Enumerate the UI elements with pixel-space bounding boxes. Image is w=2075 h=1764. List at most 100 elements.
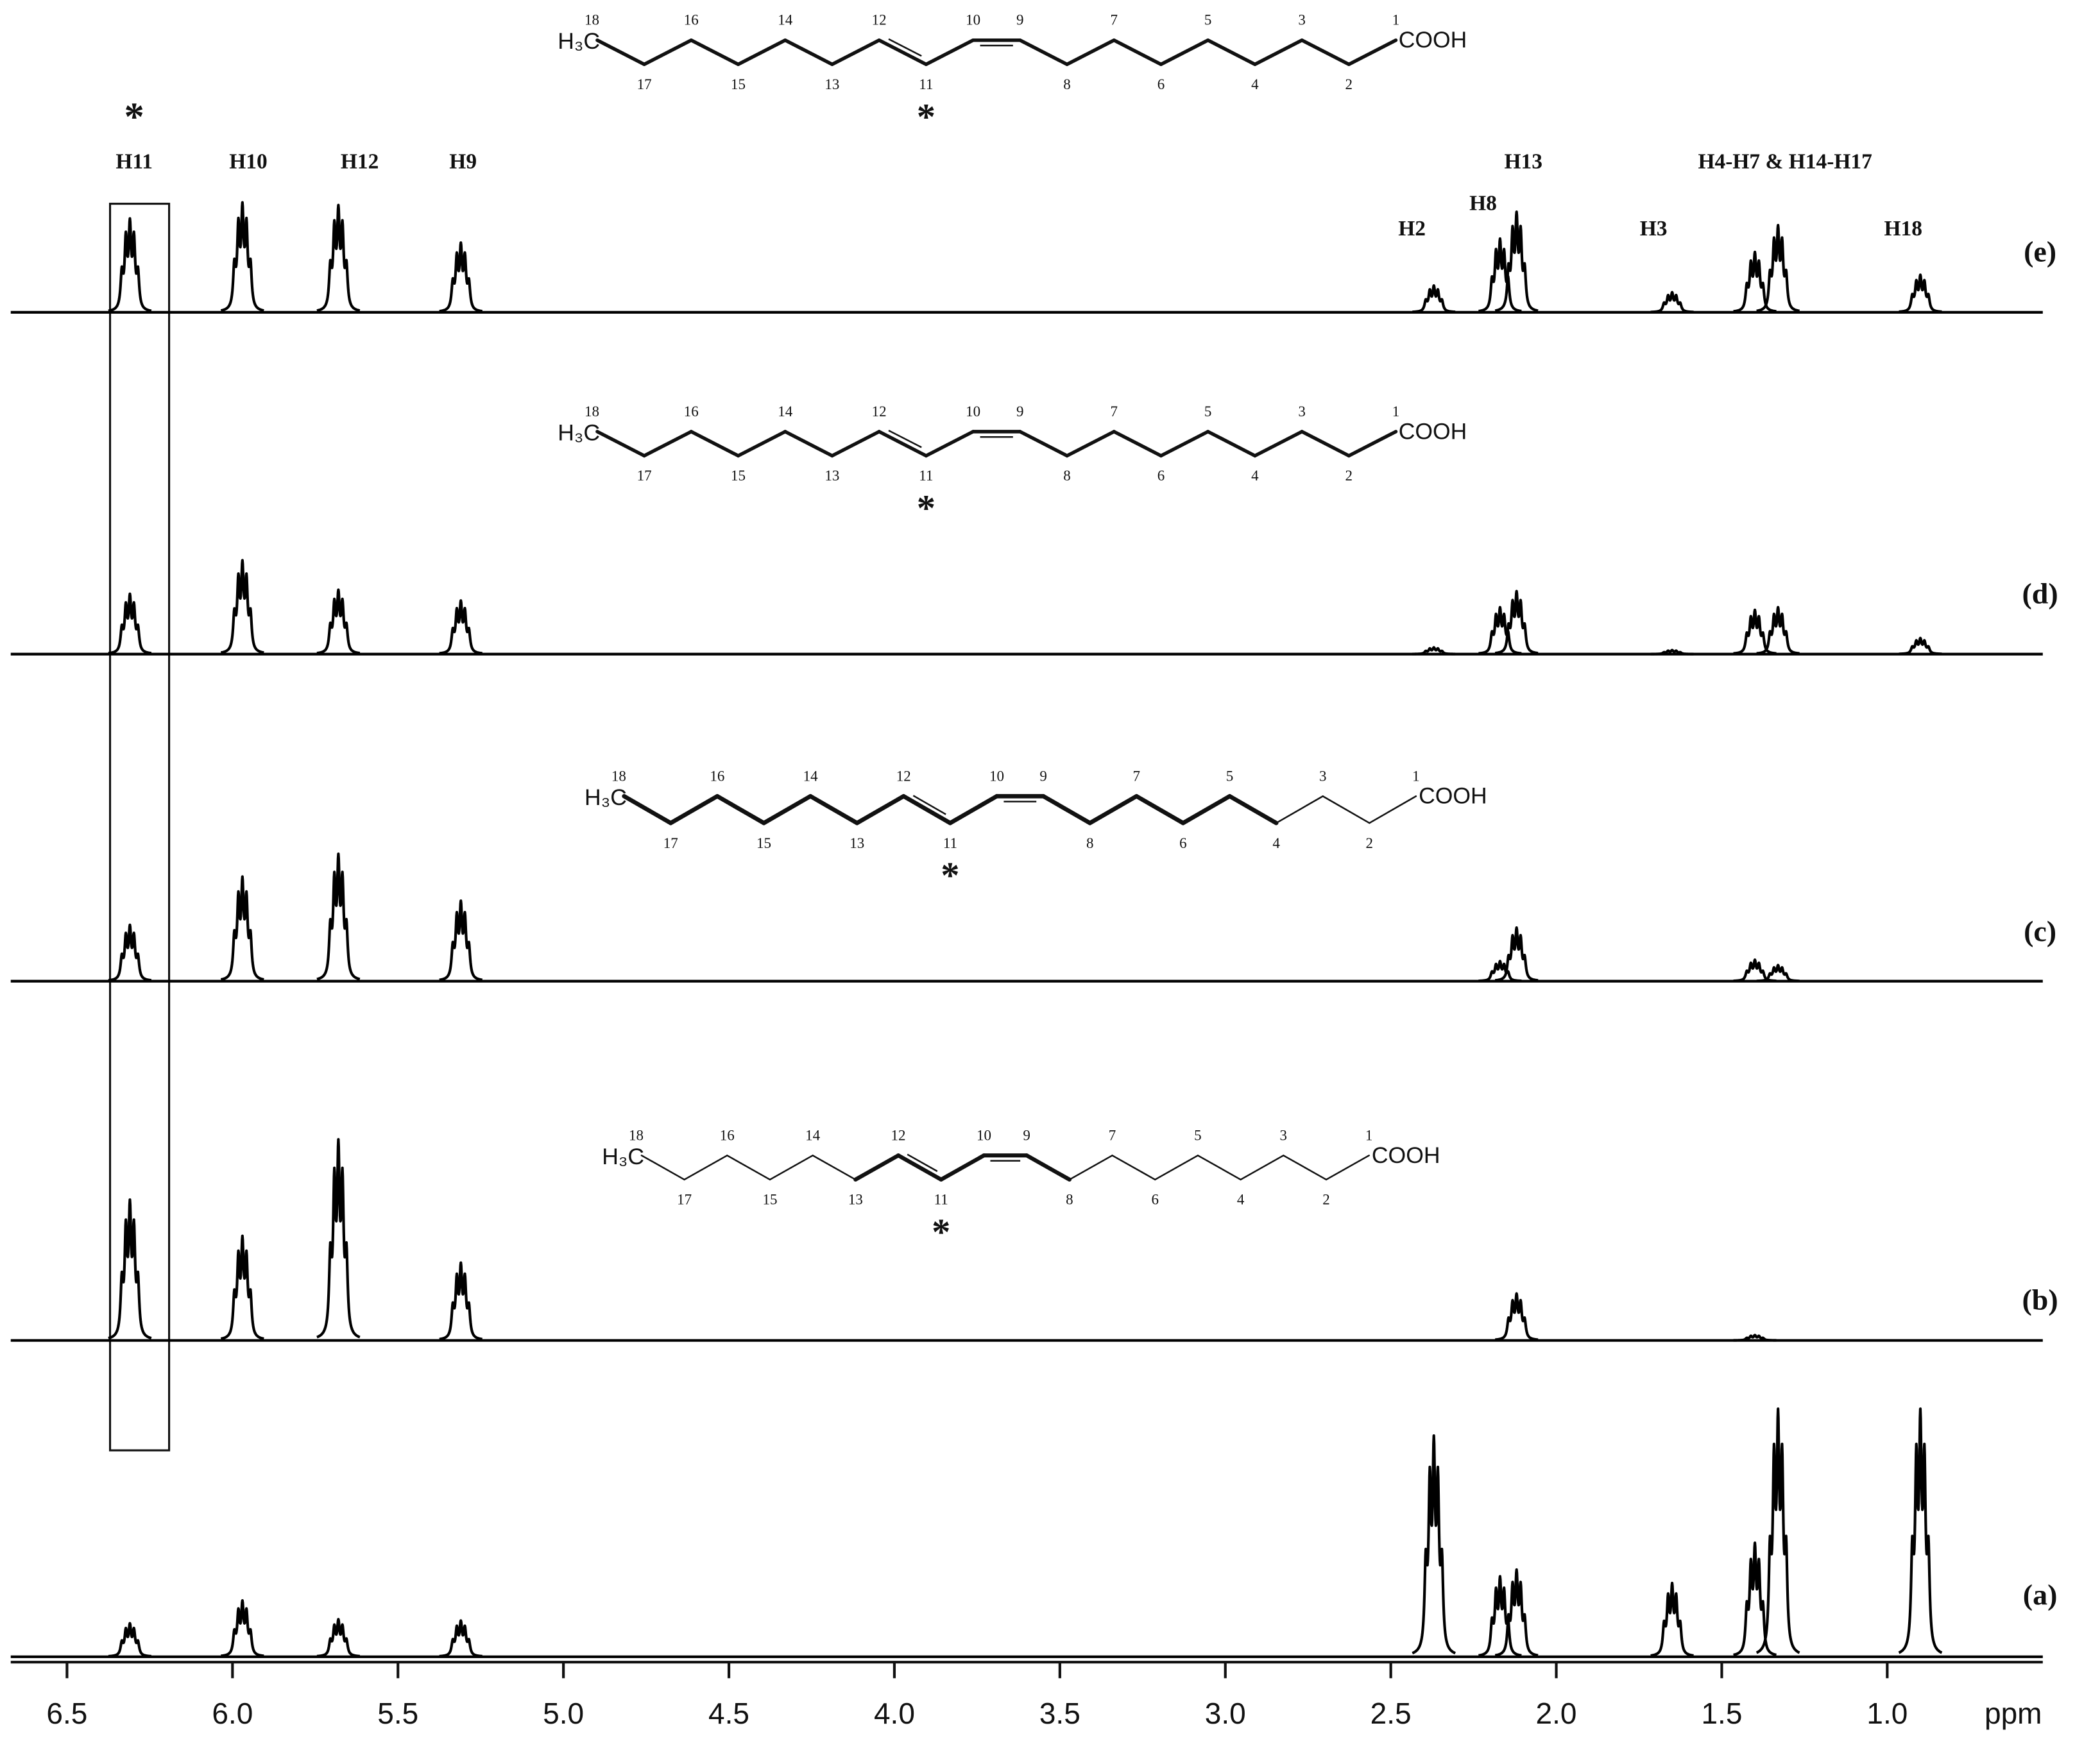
peak	[1732, 608, 1778, 655]
peak	[316, 203, 361, 312]
peak	[107, 1198, 153, 1340]
bond	[1112, 38, 1163, 67]
bond	[1159, 430, 1210, 458]
atom-number: 12	[872, 12, 887, 28]
atom-number: 4	[1272, 835, 1280, 851]
peak	[1477, 237, 1523, 313]
peak	[1732, 958, 1778, 983]
peak	[1755, 223, 1801, 312]
atom-number: 1	[1392, 12, 1400, 28]
peak	[316, 1138, 361, 1339]
peak	[219, 1234, 265, 1341]
bond	[853, 1153, 901, 1182]
atom-number: 13	[850, 835, 864, 851]
bond	[783, 430, 834, 458]
bond	[1283, 1155, 1328, 1181]
atom-number: 3	[1298, 12, 1306, 28]
peak	[1755, 606, 1801, 655]
bond	[1068, 1155, 1113, 1181]
peak	[1411, 284, 1456, 314]
atom-number: 4	[1237, 1192, 1245, 1208]
bond	[1065, 38, 1116, 67]
atom-number: 15	[731, 76, 746, 92]
atom-number: 11	[934, 1192, 948, 1208]
bond	[1018, 38, 1069, 67]
atom-number: 5	[1204, 403, 1212, 420]
bond	[812, 1155, 857, 1181]
atom-number: 8	[1063, 76, 1071, 92]
bond	[1112, 430, 1163, 458]
bond	[877, 38, 928, 67]
peak	[1494, 926, 1539, 982]
peak	[1897, 636, 1943, 656]
x-tick-label: 3.5	[1039, 1697, 1080, 1730]
atom-number: 6	[1157, 468, 1165, 484]
peak	[219, 201, 265, 312]
atom-number: 3	[1319, 768, 1327, 784]
peak	[438, 599, 484, 655]
bond	[642, 38, 694, 67]
peak	[1494, 210, 1539, 312]
bond	[1253, 430, 1304, 458]
bond	[762, 793, 813, 826]
peak	[1411, 646, 1456, 656]
bond	[1240, 1155, 1285, 1181]
peak	[219, 559, 265, 654]
atom-number: 8	[1066, 1192, 1073, 1208]
bond	[1347, 430, 1398, 458]
peak	[438, 1619, 484, 1658]
methyl-group: H₃C	[585, 784, 627, 810]
atom-number: 17	[677, 1192, 692, 1208]
atom-number: 18	[611, 768, 626, 784]
atom-number: 1	[1365, 1127, 1373, 1143]
methyl-group: H₃C	[558, 28, 600, 54]
bond	[1347, 38, 1398, 67]
bond	[642, 430, 694, 458]
bond	[1159, 38, 1210, 67]
acid-group: COOH	[1399, 418, 1467, 444]
x-tick-label: 1.5	[1701, 1697, 1742, 1730]
bond	[769, 1155, 814, 1181]
atom-number: 2	[1366, 835, 1374, 851]
bond	[808, 793, 860, 826]
bond	[901, 793, 953, 826]
atom-number: 17	[637, 468, 652, 484]
bond	[683, 1155, 728, 1181]
atom-number: 14	[805, 1127, 821, 1143]
peak-annotation: *	[124, 94, 144, 139]
bond	[888, 38, 922, 57]
bond	[924, 430, 975, 458]
bond	[877, 430, 928, 458]
atom-number: 2	[1345, 76, 1353, 92]
bond	[736, 38, 787, 67]
x-tick-label: 5.5	[377, 1697, 418, 1730]
atom-number: 16	[684, 12, 699, 28]
bond	[595, 430, 646, 458]
bond	[888, 429, 922, 448]
peak-annotation: H11	[115, 150, 153, 174]
atom-number: 18	[629, 1127, 644, 1143]
peak-annotation: H9	[449, 150, 477, 174]
atom-number: 14	[778, 12, 793, 28]
atom-number: 8	[1063, 468, 1071, 484]
atom-number: 16	[710, 768, 724, 784]
bond	[896, 1153, 943, 1182]
peak-annotation: H18	[1884, 217, 1922, 241]
bond	[1300, 430, 1351, 458]
bond	[736, 430, 787, 458]
peak	[1755, 963, 1801, 983]
peak-annotation: H3	[1640, 217, 1668, 241]
bond	[595, 38, 646, 67]
atom-number: 12	[872, 403, 887, 420]
bond	[830, 38, 881, 67]
bond	[1325, 1155, 1370, 1181]
x-tick-label: 6.0	[212, 1697, 253, 1730]
peak	[1755, 1407, 1801, 1654]
methyl-group: H₃C	[558, 420, 600, 445]
peak-annotation: H13	[1505, 150, 1542, 174]
atom-number: 4	[1251, 468, 1259, 484]
atom-number: 9	[1039, 768, 1047, 784]
atom-number: 10	[966, 12, 980, 28]
